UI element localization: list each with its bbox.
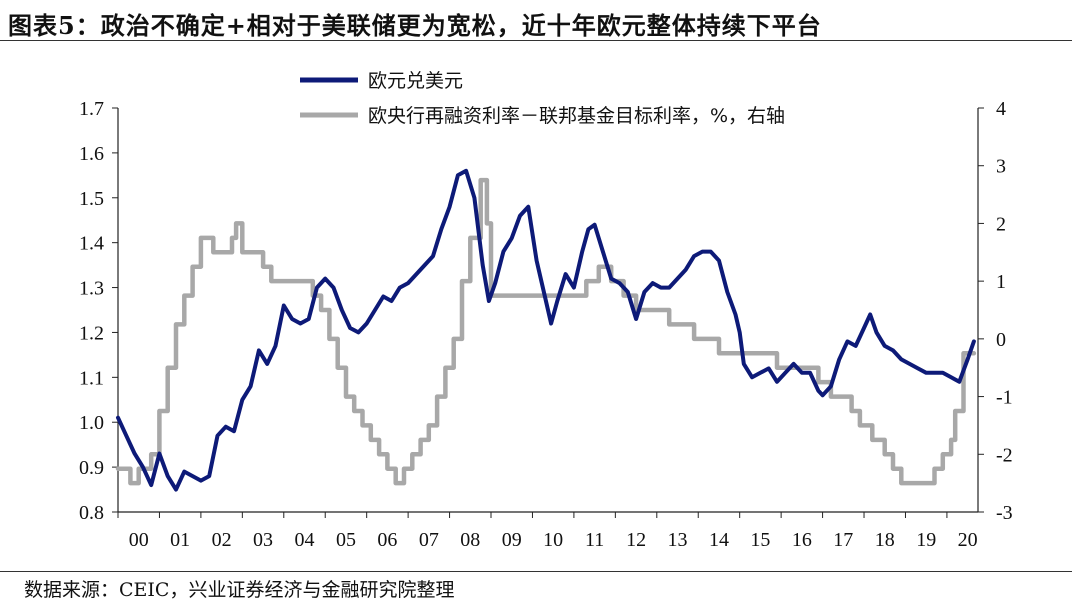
x-tick-label: 12 <box>626 529 646 551</box>
x-tick-label: 02 <box>212 529 232 551</box>
chart-title: 图表5：政治不确定+相对于美联储更为宽松，近十年欧元整体持续下平台 <box>8 11 822 40</box>
right-tick-label: -2 <box>996 444 1013 466</box>
x-tick-label: 05 <box>336 529 356 551</box>
series-line-rate-spread <box>115 177 977 486</box>
left-tick-label: 1.7 <box>79 98 104 120</box>
series-line-eurusd <box>116 168 976 492</box>
x-tick-label: 06 <box>377 529 397 551</box>
x-tick-label: 07 <box>419 529 439 551</box>
right-tick-label: 3 <box>996 156 1006 178</box>
left-tick-label: 1.3 <box>79 278 104 300</box>
chart-legend: 欧元兑美元 欧央行再融资利率－联邦基金目标利率，%，右轴 <box>300 70 785 127</box>
right-tick-label: -1 <box>996 387 1013 409</box>
x-tick-label: 14 <box>709 529 729 551</box>
left-tick-label: 0.9 <box>79 457 104 479</box>
left-tick-label: 0.8 <box>79 502 104 524</box>
x-tick-label: 09 <box>502 529 522 551</box>
left-tick-label: 1.0 <box>79 412 104 434</box>
legend-label-spread: 欧央行再融资利率－联邦基金目标利率，%，右轴 <box>368 105 785 127</box>
left-tick-label: 1.4 <box>79 233 104 255</box>
chart-series <box>115 168 977 492</box>
x-tick-label: 11 <box>585 529 604 551</box>
x-tick-label: 01 <box>170 529 190 551</box>
x-tick-label: 03 <box>253 529 273 551</box>
right-tick-label: 4 <box>996 98 1006 120</box>
x-tick-label: 20 <box>958 529 978 551</box>
right-tick-label: 1 <box>996 271 1006 293</box>
source-divider <box>0 571 1072 572</box>
x-tick-label: 00 <box>129 529 149 551</box>
chart-axes: 0.80.91.01.11.21.31.41.51.61.7-3-2-10123… <box>79 98 1013 551</box>
source-note: 数据来源：CEIC，兴业证券经济与金融研究院整理 <box>24 579 455 601</box>
x-tick-label: 18 <box>875 529 895 551</box>
left-tick-label: 1.2 <box>79 322 104 344</box>
x-tick-label: 08 <box>460 529 480 551</box>
right-tick-label: 0 <box>996 329 1006 351</box>
right-tick-label: 2 <box>996 213 1006 235</box>
left-tick-label: 1.6 <box>79 143 104 165</box>
x-tick-label: 04 <box>295 529 315 551</box>
left-tick-label: 1.5 <box>79 188 104 210</box>
x-tick-label: 17 <box>833 529 853 551</box>
x-tick-label: 16 <box>792 529 812 551</box>
x-tick-label: 19 <box>916 529 936 551</box>
x-tick-label: 15 <box>750 529 770 551</box>
right-tick-label: -3 <box>996 502 1013 524</box>
x-tick-label: 13 <box>668 529 688 551</box>
legend-label-eurusd: 欧元兑美元 <box>368 70 463 92</box>
x-tick-label: 10 <box>543 529 563 551</box>
left-tick-label: 1.1 <box>79 367 104 389</box>
title-divider <box>0 40 1072 41</box>
